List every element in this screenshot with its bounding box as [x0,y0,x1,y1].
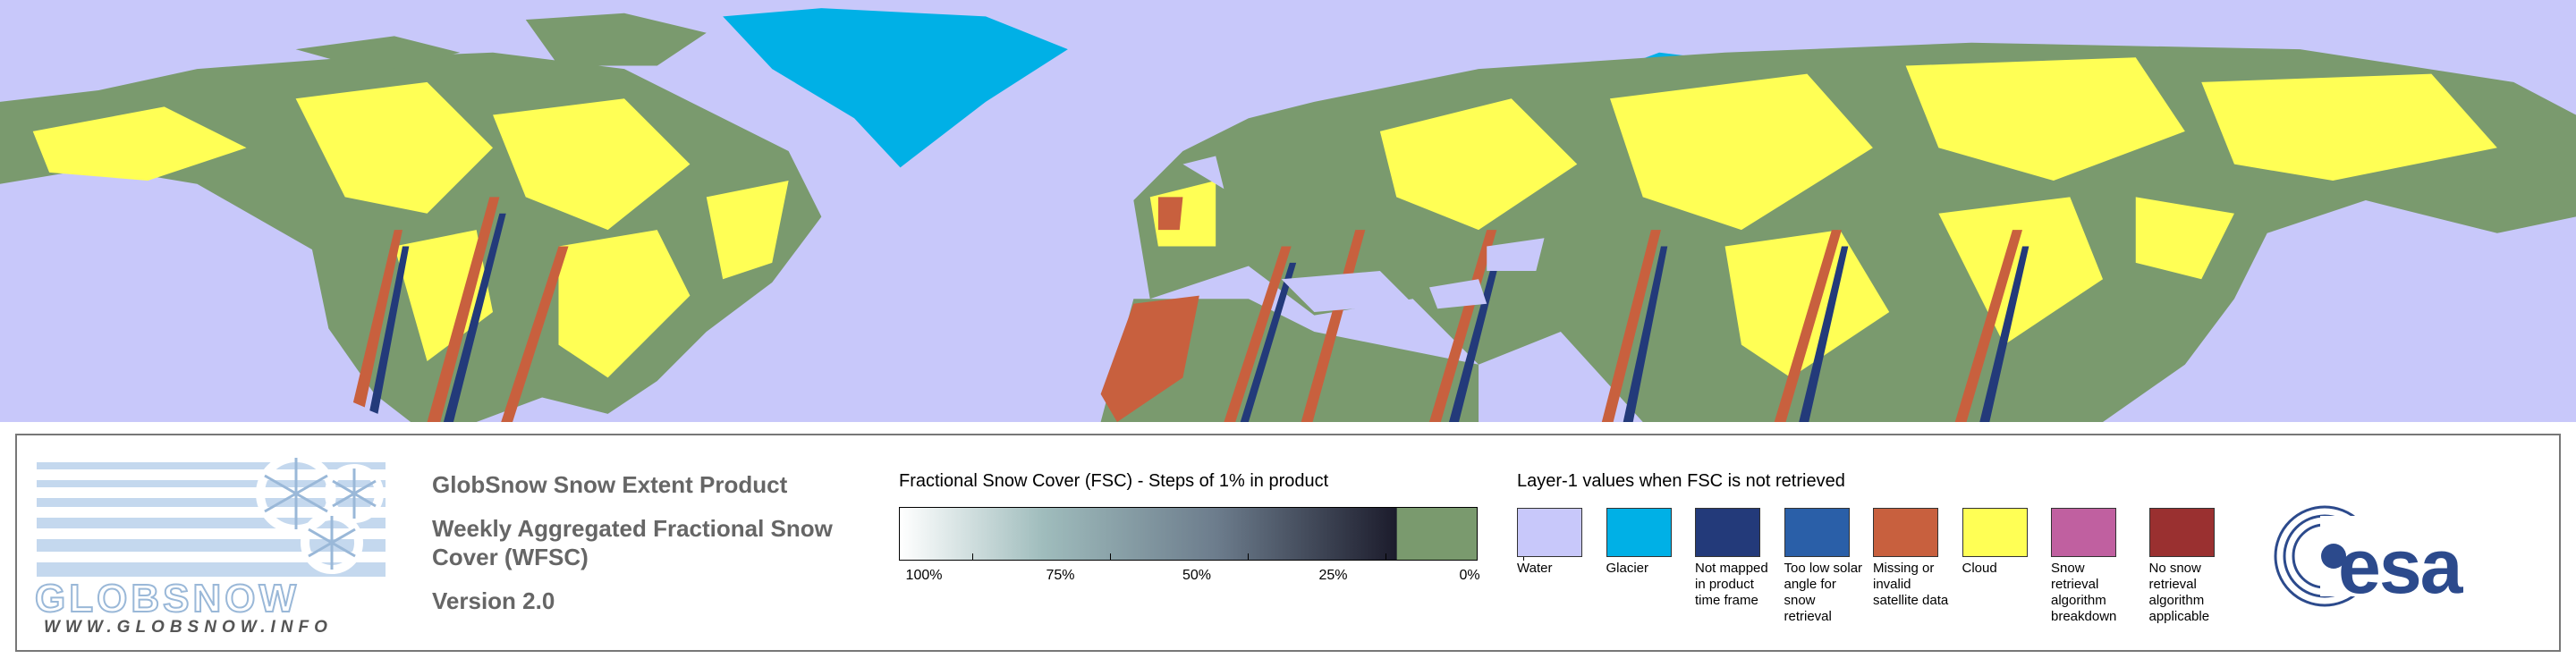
legend-label: Too low solar angle for snow retrieval [1784,561,1863,624]
greenland [723,8,1068,168]
legend-swatch [2148,508,2215,557]
fsc-tick [1385,553,1386,561]
product-subtitle: Weekly Aggregated Fractional Snow Cover … [432,515,833,570]
legend-label: Not mapped in product time frame [1695,561,1768,608]
legend-label: Glacier [1606,561,1649,576]
legend-swatch [1695,508,1760,557]
esa-emblem [2274,505,2369,607]
legend-swatch [2051,508,2116,557]
fsc-tick [1248,553,1249,561]
legend-label: No snow retrieval algorithm applicable [2148,561,2210,624]
fsc-tick-label: 0% [1459,568,1480,583]
legend-swatch [1873,508,1938,557]
fsc-tick [972,553,973,561]
product-version: Version 2.0 [432,587,555,614]
legend-swatch [1517,508,1582,557]
fsc-colorbar [899,507,1478,561]
fsc-tick [1523,553,1524,561]
logo-graphic [37,453,386,577]
snow-map [0,0,2576,422]
fsc-title: Fractional Snow Cover (FSC) - Steps of 1… [899,471,1329,491]
fsc-tick [1110,553,1111,561]
legend-swatch [1962,508,2028,557]
fsc-tick-label: 100% [905,568,943,583]
missing-data [1100,197,1199,422]
logo-name: GLOBSNOW [34,576,300,621]
legend-label: Cloud [1962,561,1997,576]
product-title: GlobSnow Snow Extent Product [432,471,788,498]
fsc-tick-label: 75% [1046,568,1075,583]
africa [1100,299,1479,422]
fsc-tick-label: 50% [1182,568,1212,583]
seas [1182,156,1545,312]
layer1-title: Layer-1 values when FSC is not retrieved [1517,471,1845,491]
legend-swatch [1784,508,1850,557]
legend-label: Missing or invalid satellite data [1873,561,1949,608]
esa-logo: esa [2338,524,2462,610]
cloud-na [32,81,789,378]
cloud-eurasia [1149,57,2497,378]
legend-label: Water [1517,561,1553,576]
arctic-islands [295,13,707,72]
legend-panel: GLOBSNOW WWW.GLOBSNOW.INFO GlobSnow Snow… [15,434,2561,652]
legend-swatch [1606,508,1672,557]
logo-url: WWW.GLOBSNOW.INFO [44,618,333,637]
legend-label: Snow retrieval algorithm breakdown [2051,561,2117,624]
fsc-tick-label: 25% [1318,568,1348,583]
